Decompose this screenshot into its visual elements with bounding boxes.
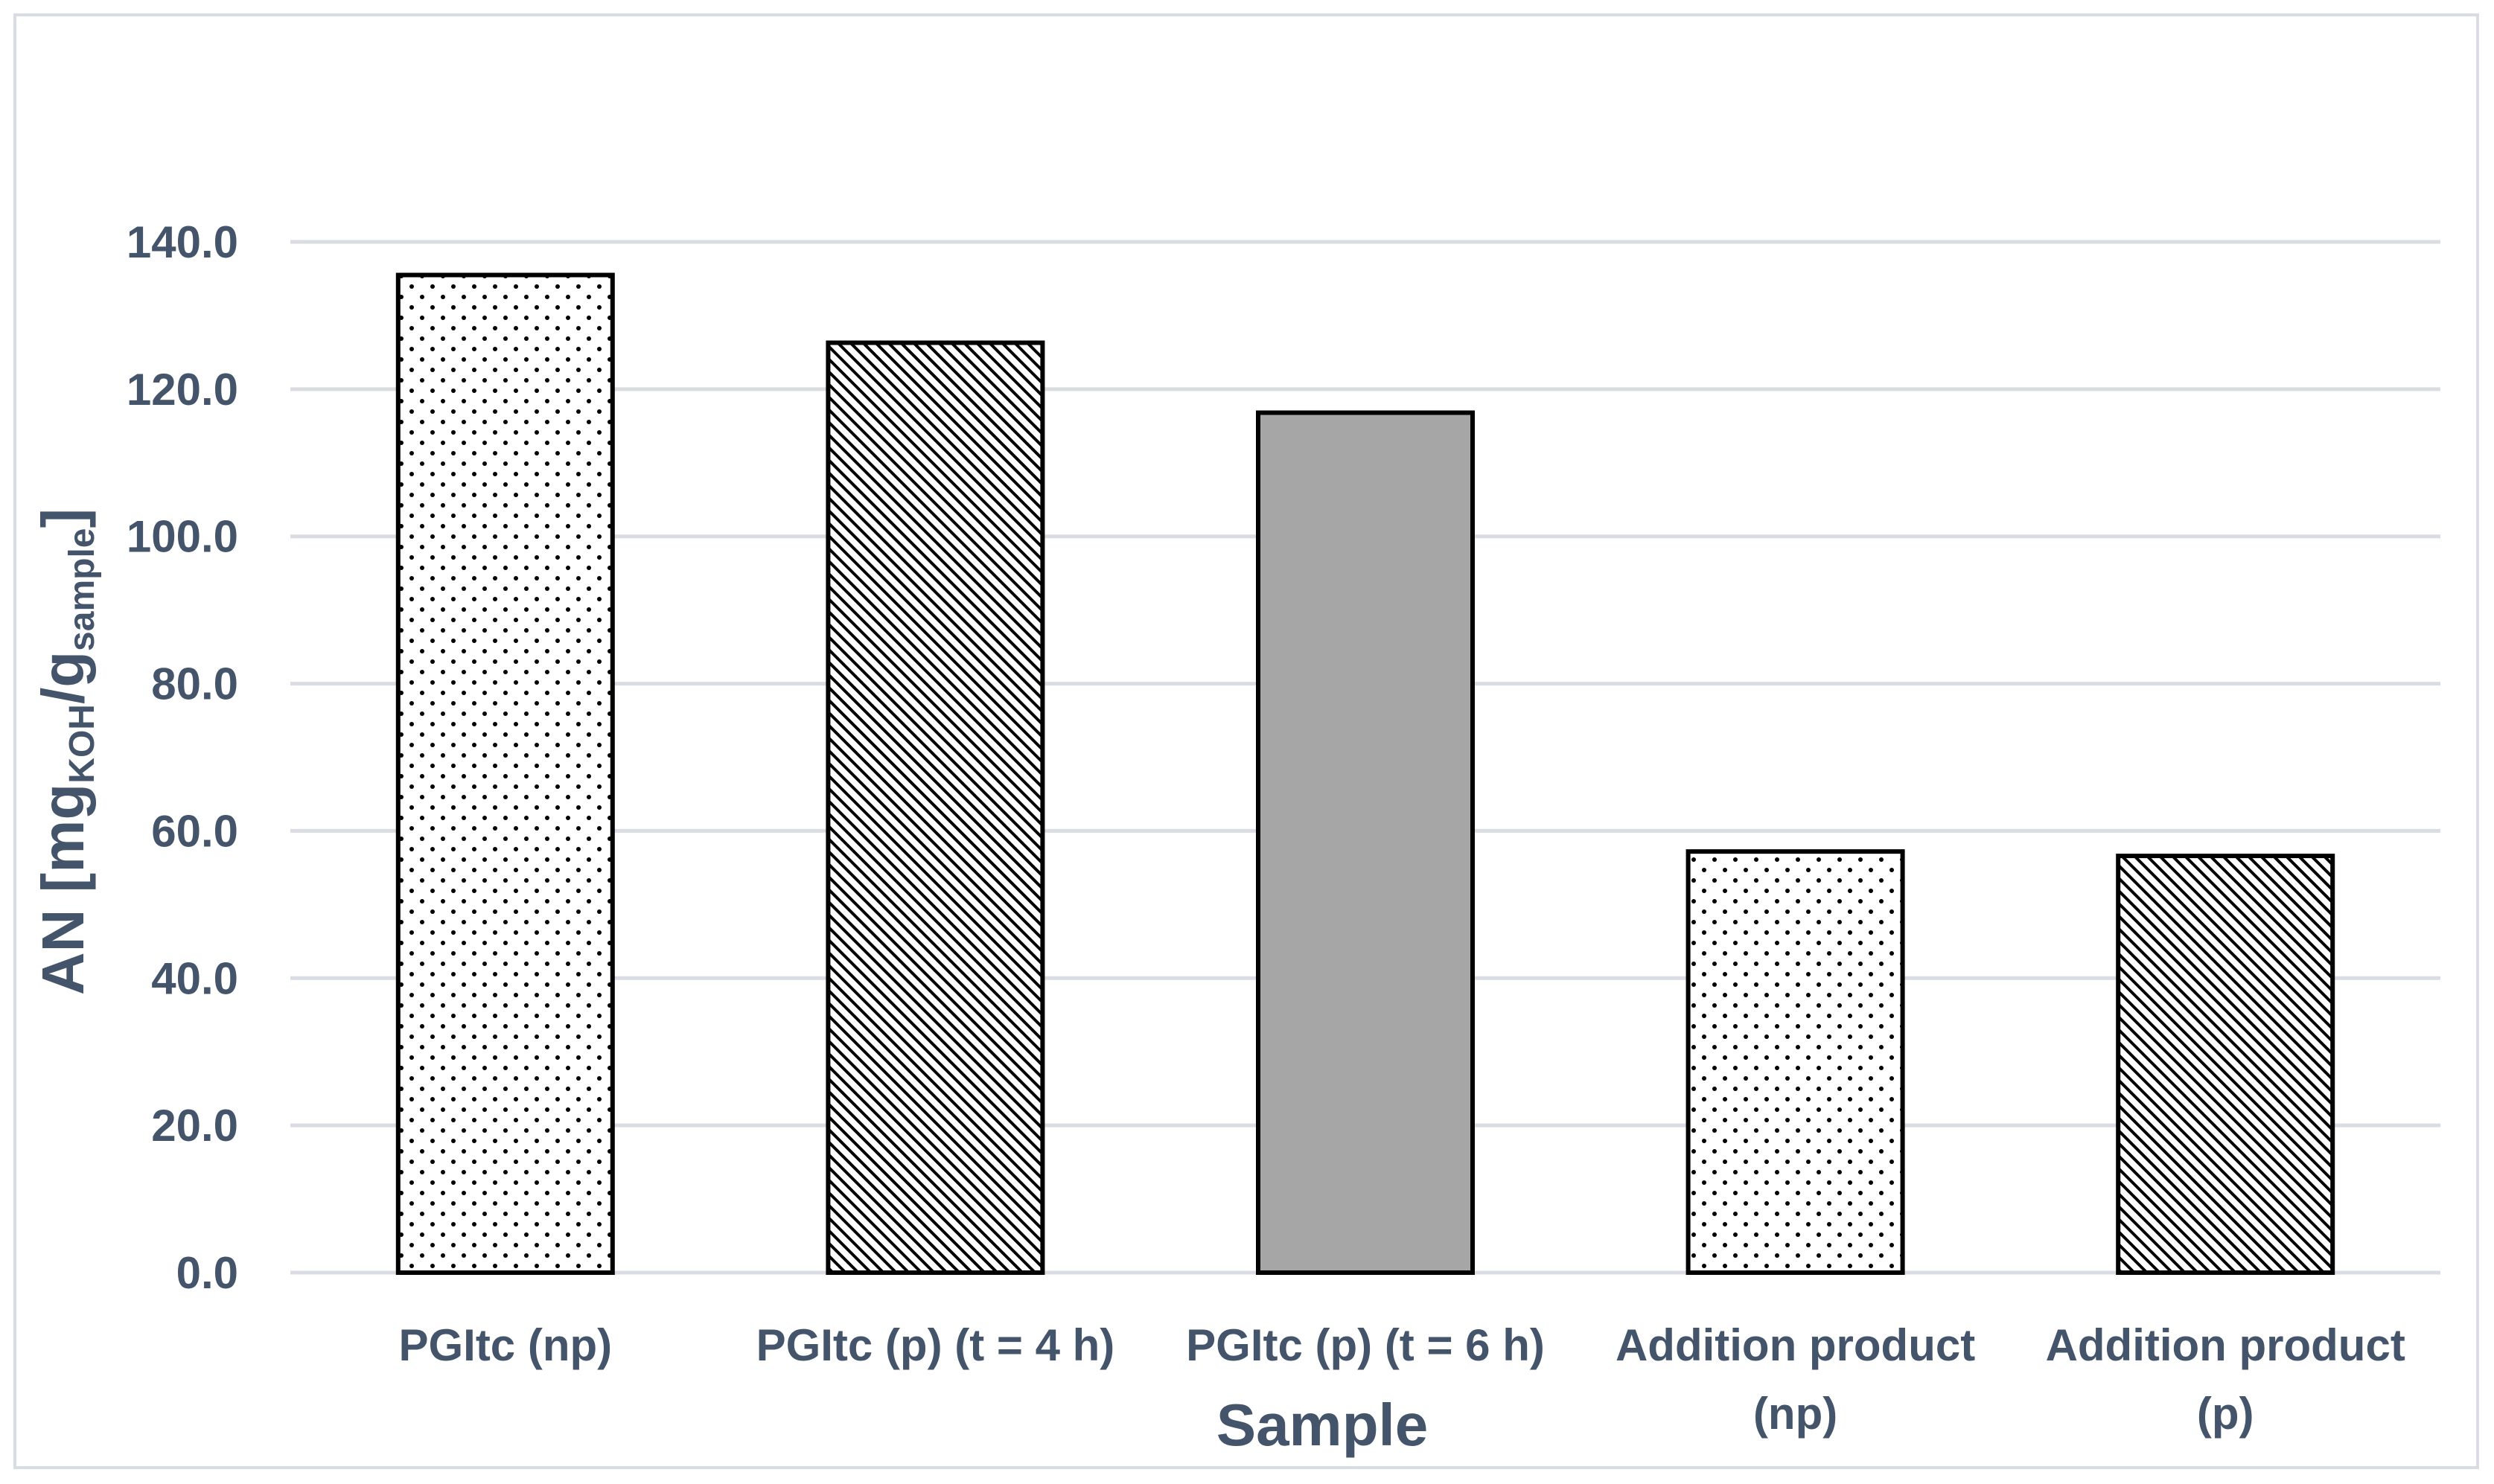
x-tick-label: PGItc (np): [398, 1320, 612, 1370]
x-tick-label-line: Addition product: [1616, 1320, 1975, 1370]
y-tick-label: 80.0: [151, 659, 238, 709]
x-tick-label: PGItc (p) (t = 4 h): [756, 1320, 1115, 1370]
x-tick-label-line: PGItc (p) (t = 6 h): [1186, 1320, 1545, 1370]
y-axis-title-sub-koh: KOH: [63, 704, 102, 784]
y-axis-title: AN [mgKOH/gsample]: [30, 508, 102, 995]
x-tick-label-line: PGItc (np): [398, 1320, 612, 1370]
y-axis-title-main: AN [mg: [30, 784, 96, 995]
x-tick-label: PGItc (p) (t = 6 h): [1186, 1320, 1545, 1370]
x-tick-labels: PGItc (np) PGItc (p) (t = 4 h) PGItc (p) (…: [398, 1320, 2405, 1439]
y-tick-labels: 0.0 20.0 40.0 60.0 80.0 100.0 120.0 140.0: [127, 217, 238, 1298]
y-tick-label: 120.0: [127, 365, 238, 415]
y-tick-label: 40.0: [151, 953, 238, 1003]
bar: [2116, 854, 2335, 1276]
y-tick-label: 0.0: [176, 1248, 238, 1298]
x-tick-label-line: (np): [1753, 1389, 1837, 1439]
y-tick-label: 100.0: [127, 512, 238, 562]
x-tick-label-line: Addition product: [2046, 1320, 2405, 1370]
y-axis-title-end: ]: [30, 508, 96, 528]
y-tick-label: 20.0: [151, 1101, 238, 1151]
bar: [1685, 849, 1905, 1275]
x-tick-label: Addition product (np): [1616, 1320, 1975, 1439]
bars: [395, 272, 2335, 1276]
y-tick-label: 60.0: [151, 806, 238, 856]
y-axis-title-mid: /g: [30, 651, 96, 704]
x-tick-label-line: (p): [2197, 1389, 2254, 1439]
x-tick-label: Addition product (p): [2046, 1320, 2405, 1439]
y-tick-label: 140.0: [127, 217, 238, 267]
x-axis-title: Sample: [1216, 1392, 1429, 1458]
y-axis-title-sub-sample: sample: [63, 528, 102, 651]
bar: [1256, 410, 1475, 1275]
bar: [826, 340, 1045, 1276]
bar: [395, 272, 615, 1276]
x-tick-label-line: PGItc (p) (t = 4 h): [756, 1320, 1115, 1370]
